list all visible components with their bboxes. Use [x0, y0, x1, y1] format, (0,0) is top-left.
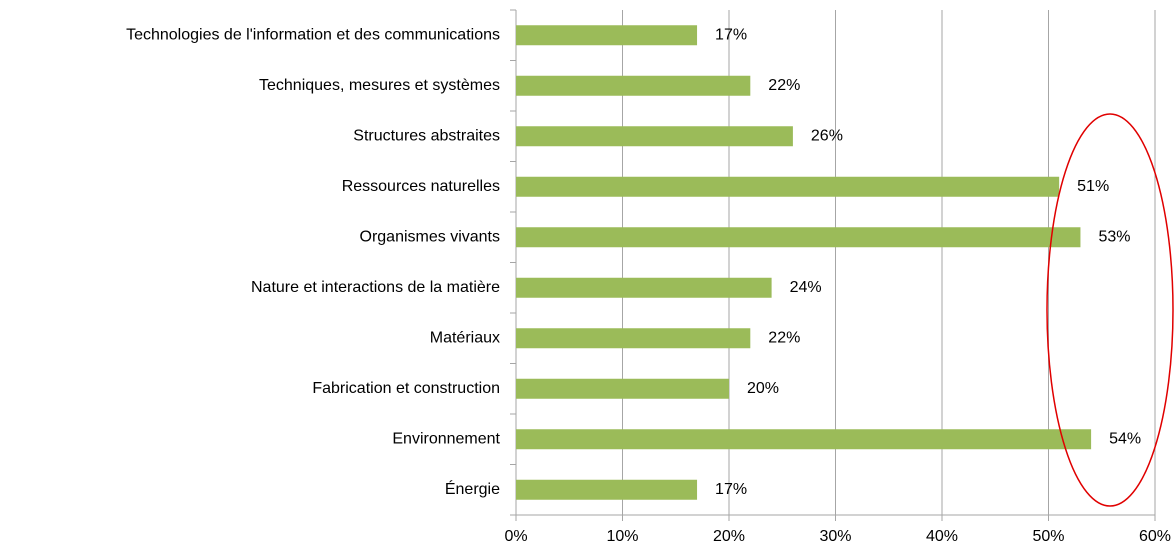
value-label: 17%	[715, 481, 747, 498]
y-tick-label: Organismes vivants	[360, 228, 501, 245]
bar	[516, 429, 1092, 450]
y-tick-label: Matériaux	[430, 329, 500, 346]
value-label: 24%	[790, 279, 822, 296]
x-tick-label: 30%	[819, 528, 851, 545]
y-tick-label: Structures abstraites	[353, 127, 500, 144]
marks: Technologies de l'information et des com…	[126, 25, 1141, 500]
bar	[516, 126, 793, 147]
value-label: 53%	[1098, 228, 1130, 245]
y-tick-label: Énergie	[445, 479, 500, 498]
value-label: 22%	[768, 329, 800, 346]
x-tick-label: 50%	[1032, 528, 1064, 545]
bar	[516, 227, 1081, 248]
value-label: 26%	[811, 127, 843, 144]
bar	[516, 75, 751, 96]
x-tick-label: 60%	[1139, 528, 1171, 545]
highlight-ellipse	[1046, 113, 1174, 507]
x-tick-label: 40%	[926, 528, 958, 545]
y-tick-label: Ressources naturelles	[342, 178, 500, 195]
value-label: 51%	[1077, 178, 1109, 195]
value-label: 20%	[747, 380, 779, 397]
y-tick-label: Environnement	[392, 430, 500, 447]
x-tick-label: 0%	[504, 528, 527, 545]
y-tick-label: Technologies de l'information et des com…	[126, 26, 500, 43]
x-tick-label: 20%	[713, 528, 745, 545]
y-tick-label: Nature et interactions de la matière	[251, 279, 500, 296]
grid: 0% 10% 20% 30% 40% 50% 60%	[504, 9, 1171, 545]
bar	[516, 479, 698, 500]
y-tick-label: Fabrication et construction	[312, 380, 500, 397]
bar	[516, 176, 1060, 197]
y-tick-label: Techniques, mesures et systèmes	[259, 77, 500, 94]
bar	[516, 328, 751, 349]
bar	[516, 277, 772, 298]
value-label: 22%	[768, 77, 800, 94]
bar	[516, 378, 729, 399]
x-tick-label: 10%	[606, 528, 638, 545]
value-label: 17%	[715, 26, 747, 43]
bar	[516, 25, 698, 46]
value-label: 54%	[1109, 430, 1141, 447]
